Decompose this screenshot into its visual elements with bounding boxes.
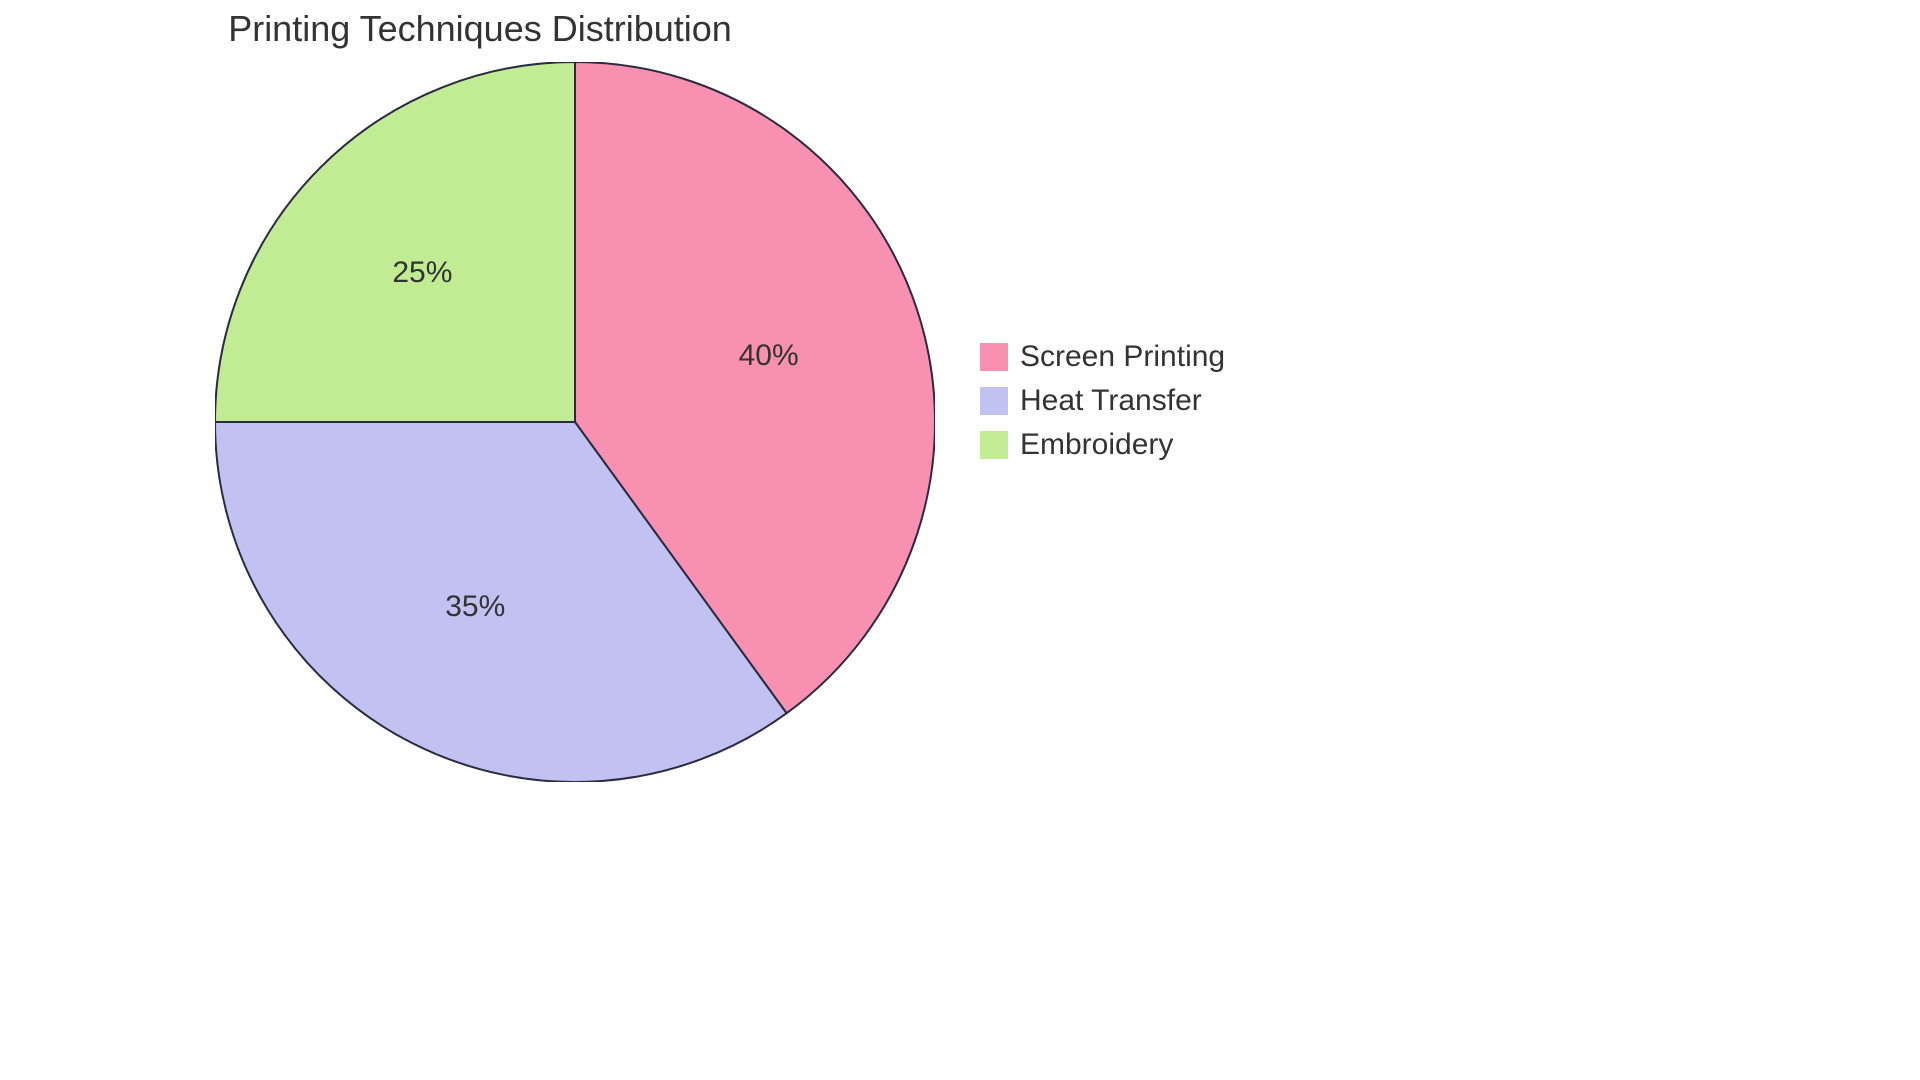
pie-chart-container: Printing Techniques Distribution 40% 35% 2… — [0, 0, 1500, 810]
slice-label-heat-transfer: 35% — [445, 590, 505, 624]
chart-title: Printing Techniques Distribution — [0, 8, 960, 50]
pie-slice-embroidery — [215, 62, 575, 422]
legend-swatch — [980, 343, 1008, 371]
pie-chart-svg — [215, 62, 935, 782]
chart-legend: Screen Printing Heat Transfer Embroidery — [980, 340, 1225, 472]
legend-item-screen-printing: Screen Printing — [980, 340, 1225, 374]
legend-label: Screen Printing — [1020, 340, 1225, 374]
legend-item-heat-transfer: Heat Transfer — [980, 384, 1225, 418]
legend-label: Heat Transfer — [1020, 384, 1202, 418]
legend-item-embroidery: Embroidery — [980, 428, 1225, 462]
legend-label: Embroidery — [1020, 428, 1173, 462]
legend-swatch — [980, 431, 1008, 459]
slice-label-screen-printing: 40% — [739, 339, 799, 373]
slice-label-embroidery: 25% — [392, 256, 452, 290]
legend-swatch — [980, 387, 1008, 415]
